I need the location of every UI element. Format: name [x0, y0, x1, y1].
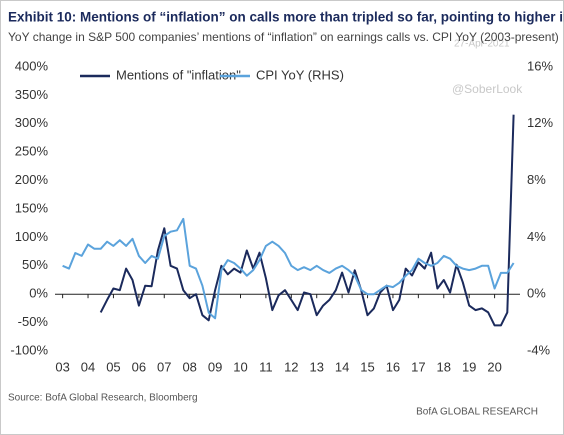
y2-tick-label: 12%: [527, 115, 553, 130]
y-tick-label: 400%: [15, 58, 49, 73]
x-tick-label: 19: [462, 359, 476, 374]
x-tick-label: 08: [182, 359, 196, 374]
legend-label: Mentions of "inflation": [116, 67, 241, 82]
x-tick-label: 03: [55, 359, 69, 374]
y-tick-label: 0%: [29, 286, 48, 301]
watermark-handle: @SoberLook: [452, 82, 523, 96]
x-tick-label: 04: [81, 359, 95, 374]
y-tick-label: 300%: [15, 115, 49, 130]
x-tick-label: 05: [106, 359, 120, 374]
y2-tick-label: 0%: [527, 286, 546, 301]
y-tick-label: 250%: [15, 144, 49, 159]
x-tick-label: 20: [487, 359, 501, 374]
watermark-date: 27-Apr-2021: [454, 39, 510, 50]
legend-label: CPI YoY (RHS): [256, 67, 344, 82]
y2-tick-label: 16%: [527, 58, 553, 73]
x-tick-label: 17: [411, 359, 425, 374]
y-tick-label: 150%: [15, 200, 49, 215]
x-tick-label: 06: [132, 359, 146, 374]
y-tick-label: 200%: [15, 172, 49, 187]
x-tick-label: 16: [386, 359, 400, 374]
x-tick-label: 09: [208, 359, 222, 374]
x-tick-label: 10: [233, 359, 247, 374]
x-tick-label: 14: [335, 359, 349, 374]
y-tick-label: -100%: [10, 342, 48, 357]
footer: BofA GLOBAL RESEARCH: [416, 407, 538, 418]
y2-tick-label: 4%: [527, 229, 546, 244]
y-tick-label: 350%: [15, 87, 49, 102]
source: Source: BofA Global Research, Bloomberg: [8, 393, 198, 404]
y2-tick-label: 8%: [527, 172, 546, 187]
y-tick-label: -50%: [18, 314, 49, 329]
series-line: [62, 217, 515, 320]
x-tick-label: 11: [259, 359, 273, 374]
x-tick-label: 07: [157, 359, 171, 374]
x-tick-label: 15: [360, 359, 374, 374]
series-line: [99, 114, 515, 327]
chart-subtitle: YoY change in S&P 500 companies’ mention…: [8, 30, 559, 44]
x-tick-label: 13: [309, 359, 323, 374]
y2-tick-label: -4%: [527, 342, 551, 357]
x-tick-label: 12: [284, 359, 298, 374]
y-tick-label: 100%: [15, 229, 49, 244]
x-tick-label: 18: [437, 359, 451, 374]
chart-title: Exhibit 10: Mentions of “inflation” on c…: [8, 10, 564, 25]
y-tick-label: 50%: [22, 257, 48, 272]
